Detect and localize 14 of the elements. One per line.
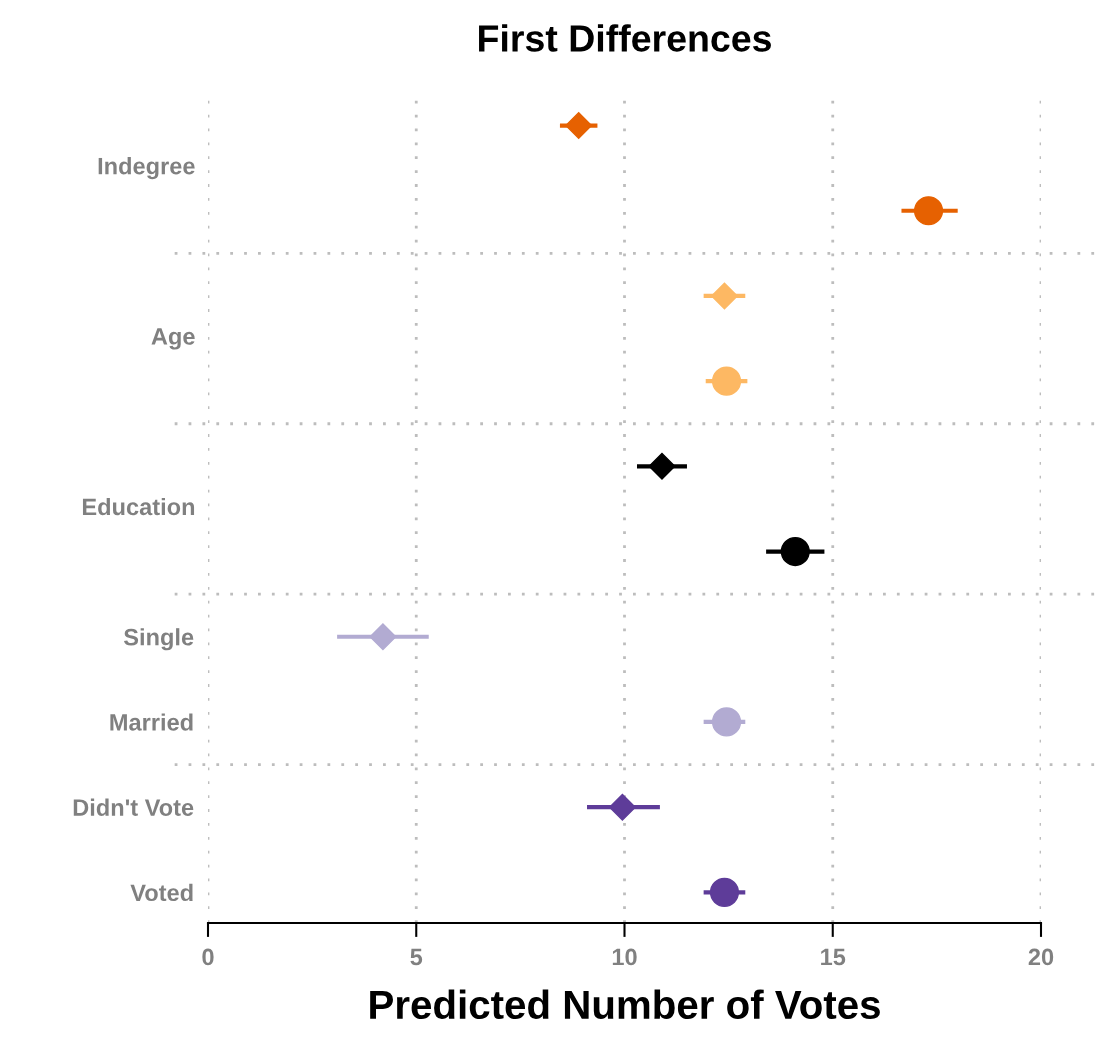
x-tick-label: 20 (1028, 948, 1054, 966)
y-tick-label: Didn't Vote (73, 798, 194, 816)
text: Age (151, 328, 195, 350)
x-tick-label: 5 (410, 948, 423, 966)
x-tick-label: 15 (821, 948, 846, 966)
x-tick-label: 10 (612, 948, 637, 966)
y-tick-label: Married (110, 713, 193, 731)
x-axis-title: Predicted Number of Votes (370, 989, 880, 1020)
text: Education (82, 497, 195, 516)
text: Indegree (98, 157, 195, 180)
y-tick-label: Voted (130, 883, 193, 902)
y-tick-label: Single (123, 628, 194, 651)
chart-title: First Differences (479, 24, 771, 52)
x-tick-label: 0 (202, 948, 214, 966)
